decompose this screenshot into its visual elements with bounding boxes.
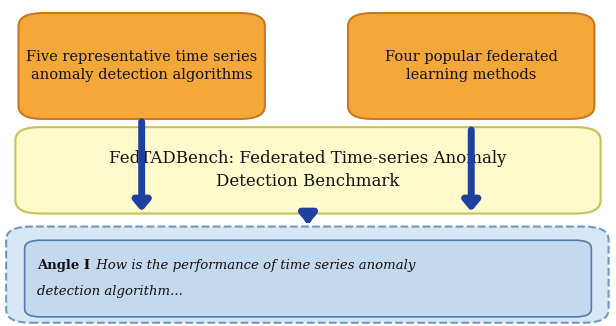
Text: Five representative time series
anomaly detection algorithms: Five representative time series anomaly … (26, 50, 257, 82)
Text: How is the performance of time series anomaly: How is the performance of time series an… (92, 259, 416, 272)
FancyBboxPatch shape (6, 227, 609, 323)
Text: detection algorithm...: detection algorithm... (37, 285, 183, 298)
FancyBboxPatch shape (15, 127, 601, 214)
FancyBboxPatch shape (348, 13, 594, 119)
FancyBboxPatch shape (18, 13, 265, 119)
Text: Four popular federated
learning methods: Four popular federated learning methods (385, 50, 557, 82)
Text: FedTADBench: Federated Time-series Anomaly
Detection Benchmark: FedTADBench: Federated Time-series Anoma… (109, 150, 507, 190)
FancyBboxPatch shape (25, 240, 591, 317)
Text: :: : (83, 259, 87, 272)
Text: Angle I: Angle I (37, 259, 90, 272)
